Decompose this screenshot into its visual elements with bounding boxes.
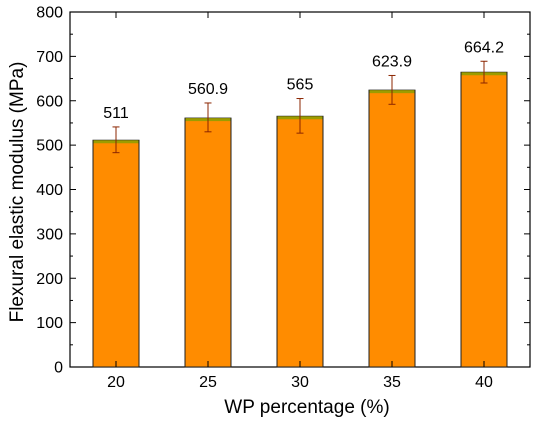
y-tick-label: 800 [36, 5, 63, 22]
bar [460, 71, 508, 368]
x-tick-label: 25 [199, 374, 217, 391]
data-label: 623.9 [372, 53, 412, 70]
y-tick-label: 700 [36, 49, 63, 66]
data-label: 511 [103, 105, 129, 122]
y-axis-title: Flexural elastic modulus (MPa) [7, 62, 28, 323]
data-label-series: 511 560.9 565 623.9 664.2 [103, 39, 504, 122]
bar-series [92, 71, 508, 368]
y-tick-label: 300 [36, 226, 63, 243]
x-tick-label: 40 [475, 374, 493, 391]
error-bar [480, 60, 488, 84]
x-tick-label: 30 [291, 374, 309, 391]
bar [368, 89, 416, 368]
bar [92, 139, 140, 368]
x-axis: 20 25 30 35 40 [107, 12, 493, 391]
y-tick-label: 400 [36, 182, 63, 199]
data-label: 565 [287, 77, 314, 94]
y-tick-label: 500 [36, 138, 63, 155]
error-bar [112, 126, 120, 154]
x-tick-label: 35 [383, 374, 401, 391]
y-tick-label: 200 [36, 271, 63, 288]
y-tick-label: 100 [36, 315, 63, 332]
x-tick-label: 20 [107, 374, 125, 391]
error-bar [388, 74, 396, 105]
error-bar [204, 102, 212, 133]
x-axis-title: WP percentage (%) [224, 397, 389, 418]
y-axis: 0 100 200 300 400 500 600 700 800 [36, 5, 530, 377]
error-bar-series [112, 60, 488, 154]
bar [184, 117, 232, 368]
data-label: 560.9 [188, 81, 228, 98]
y-tick-label: 600 [36, 93, 63, 110]
data-label: 664.2 [464, 39, 504, 56]
y-tick-label: 0 [54, 360, 63, 377]
error-bar [296, 98, 304, 134]
bar [276, 115, 324, 368]
